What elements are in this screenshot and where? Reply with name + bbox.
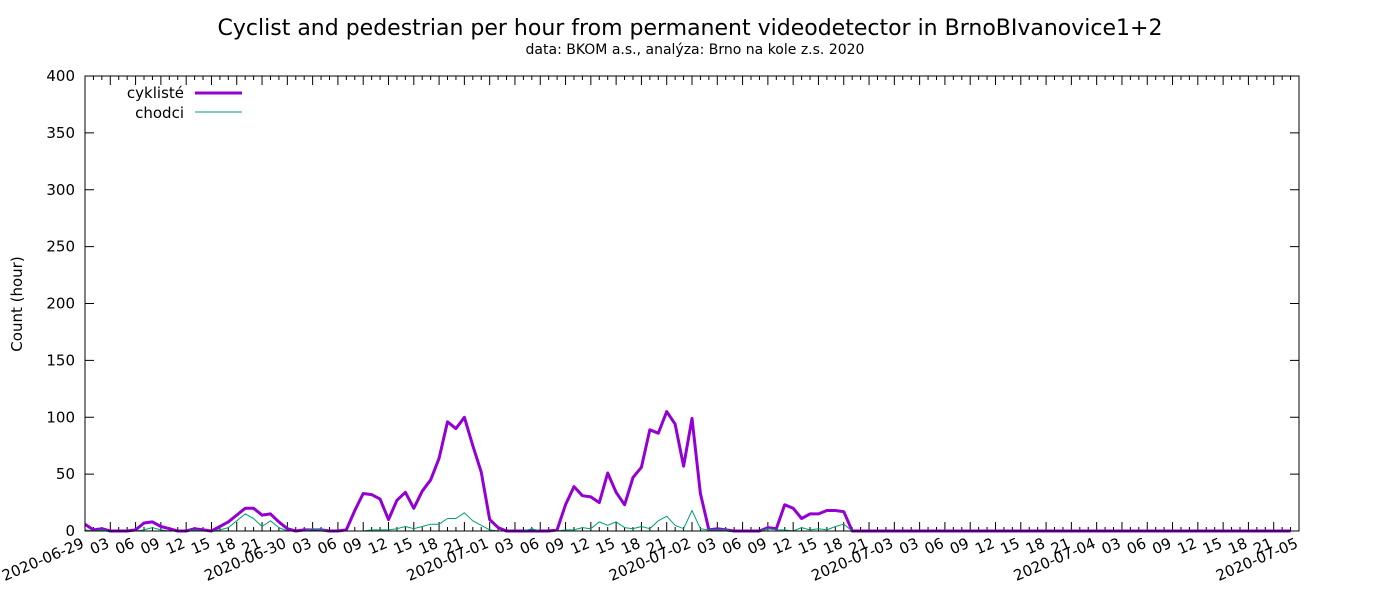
axis-ticks bbox=[84, 75, 1300, 532]
x-tick-label: 15 bbox=[391, 534, 416, 558]
x-tick-label: 09 bbox=[340, 534, 365, 558]
x-tick-label: 03 bbox=[897, 534, 922, 558]
y-axis-label: Count (hour) bbox=[8, 256, 26, 351]
x-tick-label: 03 bbox=[694, 534, 719, 558]
x-tick-label: 03 bbox=[1099, 534, 1124, 558]
x-tick-label: 15 bbox=[998, 534, 1023, 558]
x-tick-label: 06 bbox=[922, 534, 947, 558]
x-tick-label: 09 bbox=[542, 534, 567, 558]
y-tick-label: 350 bbox=[46, 124, 75, 142]
x-tick-label: 12 bbox=[1175, 534, 1200, 558]
y-tick-label: 50 bbox=[56, 465, 75, 483]
y-tick-label: 400 bbox=[46, 67, 75, 85]
x-tick-label: 03 bbox=[290, 534, 315, 558]
x-tick-label: 12 bbox=[770, 534, 795, 558]
x-tick-label: 03 bbox=[87, 534, 112, 558]
x-tick-label: 15 bbox=[188, 534, 213, 558]
chart-title: Cyclist and pedestrian per hour from per… bbox=[218, 16, 1163, 41]
chart-subtitle: data: BKOM a.s., analýza: Brno na kole z… bbox=[526, 42, 865, 58]
x-tick-label: 12 bbox=[972, 534, 997, 558]
y-tick-label: 100 bbox=[46, 408, 75, 426]
x-tick-label: 09 bbox=[947, 534, 972, 558]
x-tick-label: 12 bbox=[568, 534, 593, 558]
x-tick-label: 15 bbox=[795, 534, 820, 558]
x-tick-label: 12 bbox=[365, 534, 390, 558]
y-tick-label: 200 bbox=[46, 295, 75, 313]
y-tick-label: 300 bbox=[46, 181, 75, 199]
x-tick-label: 03 bbox=[492, 534, 517, 558]
x-tick-label: 09 bbox=[1149, 534, 1174, 558]
x-tick-label: 09 bbox=[745, 534, 770, 558]
plot-frame bbox=[84, 75, 1300, 532]
legend-label-cyclists: cyklisté bbox=[127, 84, 184, 102]
y-tick-label: 150 bbox=[46, 351, 75, 369]
legend: cyklisté chodci bbox=[127, 84, 242, 122]
x-tick-label: 15 bbox=[593, 534, 618, 558]
x-tick-label: 06 bbox=[1124, 534, 1149, 558]
legend-label-pedestrians: chodci bbox=[135, 104, 184, 122]
series-lines bbox=[84, 410, 1291, 533]
series-line-cyclists bbox=[84, 410, 1291, 533]
x-tick-label: 12 bbox=[163, 534, 188, 558]
x-tick-label: 06 bbox=[315, 534, 340, 558]
x-tick-label: 2020-06-29 bbox=[0, 534, 87, 585]
y-tick-label: 250 bbox=[46, 238, 75, 256]
x-tick-label: 06 bbox=[720, 534, 745, 558]
y-tick-labels: 0 50 100 150 200 250 300 350 400 bbox=[46, 67, 75, 540]
y-tick-label: 0 bbox=[65, 522, 75, 540]
x-tick-label: 09 bbox=[138, 534, 163, 558]
x-tick-label: 06 bbox=[517, 534, 542, 558]
x-tick-label: 15 bbox=[1200, 534, 1225, 558]
x-tick-label: 06 bbox=[113, 534, 138, 558]
